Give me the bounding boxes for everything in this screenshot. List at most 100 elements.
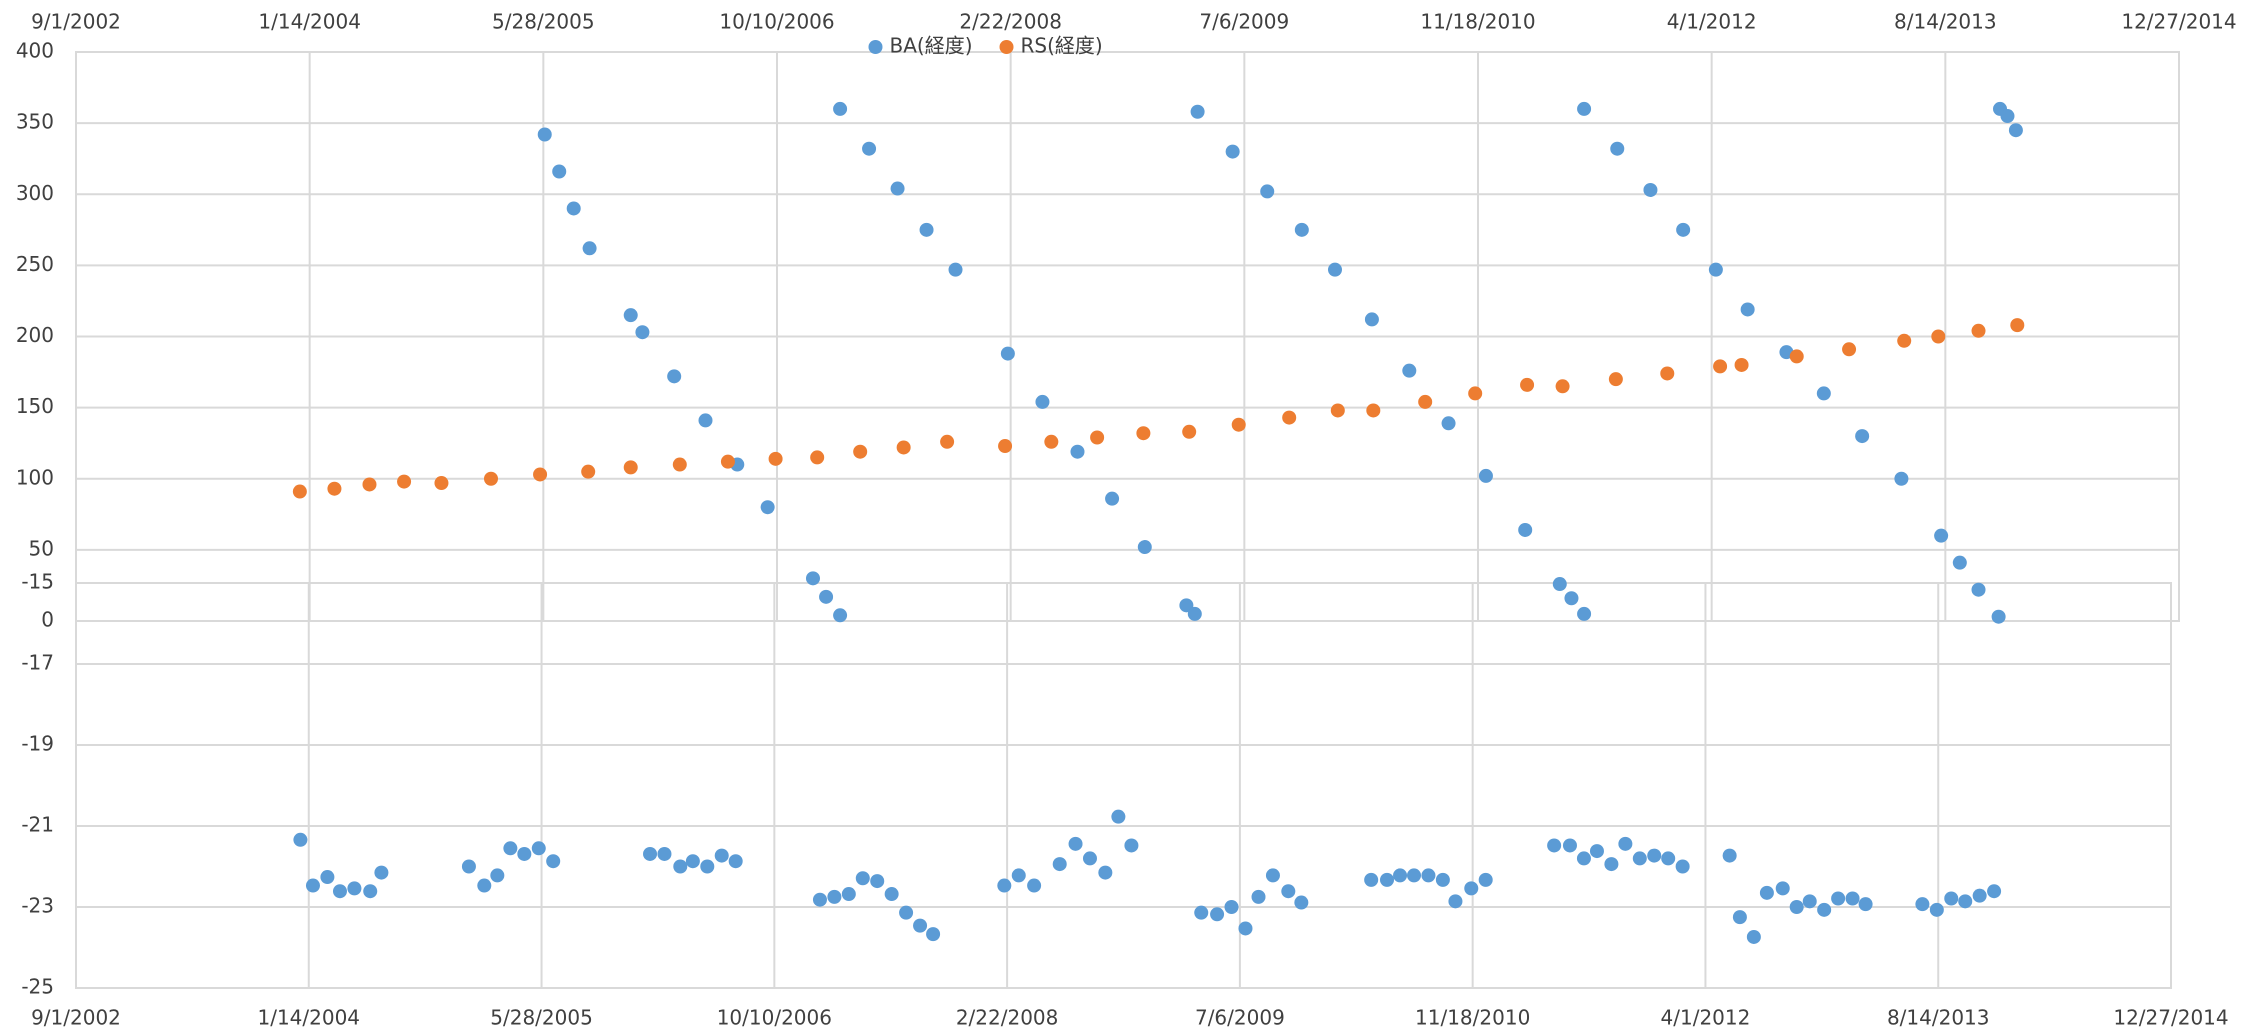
data-point bbox=[1011, 868, 1026, 883]
data-point bbox=[305, 878, 320, 893]
data-point bbox=[720, 454, 735, 469]
data-point bbox=[1897, 333, 1912, 348]
data-point bbox=[483, 471, 498, 486]
data-point bbox=[1282, 410, 1297, 425]
x-tick-label: 2/22/2008 bbox=[959, 10, 1062, 34]
data-point bbox=[546, 854, 561, 869]
data-point bbox=[714, 848, 729, 863]
data-point bbox=[623, 460, 638, 475]
data-point bbox=[1972, 888, 1987, 903]
data-point bbox=[1098, 865, 1113, 880]
data-point bbox=[698, 413, 713, 428]
data-point bbox=[581, 464, 596, 479]
data-point bbox=[1722, 848, 1737, 863]
legend-label: BA(経度) bbox=[890, 34, 973, 58]
data-point bbox=[833, 101, 848, 116]
data-point bbox=[1520, 377, 1535, 392]
x-tick-label: 8/14/2013 bbox=[1894, 10, 1997, 34]
x-tick-label: 9/1/2002 bbox=[31, 10, 121, 34]
data-point bbox=[1708, 262, 1723, 277]
data-point bbox=[1478, 872, 1493, 887]
data-point bbox=[1632, 851, 1647, 866]
data-point bbox=[1547, 838, 1562, 853]
data-point bbox=[1182, 424, 1197, 439]
y-tick-label: 0 bbox=[41, 608, 54, 632]
data-point bbox=[1518, 522, 1533, 537]
data-point bbox=[673, 859, 688, 874]
data-point bbox=[1435, 872, 1450, 887]
x-tick-label: 4/1/2012 bbox=[1667, 10, 1757, 34]
data-point bbox=[1845, 891, 1860, 906]
data-point bbox=[667, 369, 682, 384]
data-point bbox=[899, 905, 914, 920]
data-point bbox=[1364, 872, 1379, 887]
data-point bbox=[997, 878, 1012, 893]
data-point bbox=[805, 571, 820, 586]
data-point bbox=[1952, 555, 1967, 570]
data-point bbox=[1618, 836, 1633, 851]
data-point bbox=[1366, 403, 1381, 418]
data-point bbox=[566, 201, 581, 216]
data-point bbox=[1577, 606, 1592, 621]
data-point bbox=[292, 484, 307, 499]
data-point bbox=[1231, 417, 1246, 432]
data-point bbox=[582, 241, 597, 256]
data-point bbox=[1265, 868, 1280, 883]
data-point bbox=[1958, 894, 1973, 909]
data-point bbox=[1608, 372, 1623, 387]
data-point bbox=[913, 918, 928, 933]
x-tick-label: 10/10/2006 bbox=[719, 10, 834, 34]
data-point bbox=[374, 865, 389, 880]
data-point bbox=[1281, 884, 1296, 899]
data-point bbox=[1915, 897, 1930, 912]
data-point bbox=[1817, 902, 1832, 917]
data-point bbox=[1035, 394, 1050, 409]
y-tick-label: -21 bbox=[21, 813, 54, 837]
data-point bbox=[461, 859, 476, 874]
y-tick-label: 200 bbox=[16, 323, 54, 347]
data-point bbox=[1136, 426, 1151, 441]
data-point bbox=[363, 884, 378, 899]
x-tick-label: 10/10/2006 bbox=[717, 1006, 832, 1030]
data-point bbox=[685, 854, 700, 869]
data-point bbox=[1816, 386, 1831, 401]
data-point bbox=[1070, 444, 1085, 459]
data-point bbox=[1260, 184, 1275, 199]
data-point bbox=[1225, 144, 1240, 159]
data-point bbox=[853, 444, 868, 459]
y-tick-label: -25 bbox=[21, 975, 54, 999]
x-tick-label: 5/28/2005 bbox=[492, 10, 595, 34]
data-point bbox=[1124, 838, 1139, 853]
data-point bbox=[2000, 109, 2015, 124]
x-tick-label: 7/6/2009 bbox=[1195, 1006, 1285, 1030]
data-point bbox=[1478, 468, 1493, 483]
data-point bbox=[332, 884, 347, 899]
data-point bbox=[1759, 885, 1774, 900]
data-point bbox=[1464, 881, 1479, 896]
legend-marker bbox=[868, 40, 883, 54]
data-point bbox=[1661, 851, 1676, 866]
data-point bbox=[870, 874, 885, 889]
data-point bbox=[327, 481, 342, 496]
data-point bbox=[434, 476, 449, 491]
x-tick-label: 2/22/2008 bbox=[956, 1006, 1059, 1030]
data-point bbox=[827, 889, 842, 904]
data-point bbox=[1418, 394, 1433, 409]
data-point bbox=[1643, 182, 1658, 197]
data-point bbox=[1364, 312, 1379, 327]
y-tick-label: 300 bbox=[16, 181, 54, 205]
data-point bbox=[1562, 838, 1577, 853]
data-point bbox=[700, 859, 715, 874]
data-point bbox=[1604, 857, 1619, 872]
data-point bbox=[635, 325, 650, 340]
data-point bbox=[1330, 403, 1345, 418]
x-tick-label: 5/28/2005 bbox=[490, 1006, 593, 1030]
data-point bbox=[768, 451, 783, 466]
y-tick-label: 400 bbox=[16, 39, 54, 63]
data-point bbox=[533, 467, 548, 482]
data-point bbox=[552, 164, 567, 179]
data-point bbox=[1421, 868, 1436, 883]
data-point bbox=[1987, 884, 2002, 899]
data-point bbox=[1842, 342, 1857, 357]
